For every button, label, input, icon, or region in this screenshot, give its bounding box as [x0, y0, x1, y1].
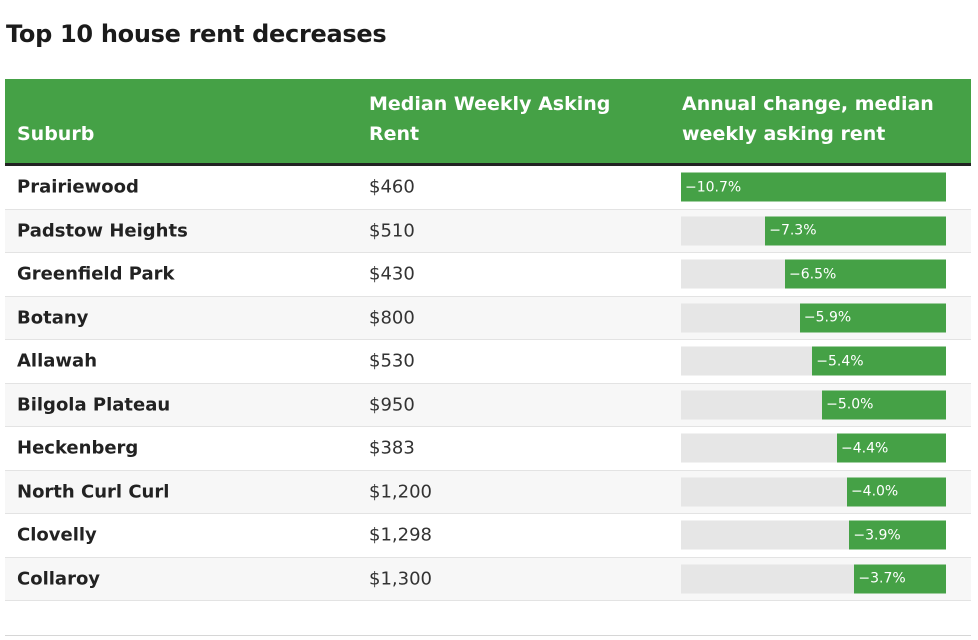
change-label: −4.0% — [850, 483, 899, 500]
change-bar: −10.7% — [681, 172, 946, 202]
change-bar-track: −4.0% — [681, 477, 946, 507]
change-label: −4.4% — [841, 440, 889, 457]
header-suburb: Suburb — [17, 123, 95, 145]
change-label: −7.3% — [769, 222, 817, 239]
change-bar: −4.4% — [837, 433, 946, 463]
change-bar-track: −7.3% — [681, 216, 946, 246]
change-bar: −3.7% — [854, 564, 946, 594]
table-row: Clovelly $1,298 −3.9% — [5, 514, 971, 558]
table-row: Botany $800 −5.9% — [5, 296, 971, 340]
change-bar: −5.4% — [812, 346, 946, 376]
table-row: Greenfield Park $430 −6.5% — [5, 253, 971, 297]
suburb-cell: Prairiewood — [17, 176, 139, 198]
change-bar: −3.9% — [849, 520, 946, 550]
change-bar: −5.9% — [799, 303, 946, 333]
change-bar-track: −5.0% — [681, 390, 946, 420]
suburb-cell: Greenfield Park — [17, 263, 175, 285]
table-row: Collaroy $1,300 −3.7% — [5, 557, 971, 601]
suburb-cell: Heckenberg — [17, 437, 139, 459]
table-row: Padstow Heights $510 −7.3% — [5, 209, 971, 253]
change-label: −6.5% — [789, 266, 837, 283]
suburb-cell: Bilgola Plateau — [17, 394, 171, 416]
rent-cell: $460 — [369, 176, 415, 198]
suburb-cell: Padstow Heights — [17, 220, 188, 242]
rent-table: Suburb Median Weekly Asking Rent Annual … — [5, 79, 971, 601]
rent-cell: $1,298 — [369, 524, 432, 546]
change-bar-track: −10.7% — [681, 172, 946, 202]
change-label: −5.4% — [816, 353, 864, 370]
rent-cell: $510 — [369, 220, 415, 242]
change-label: −10.7% — [685, 179, 742, 196]
table-row: North Curl Curl $1,200 −4.0% — [5, 470, 971, 514]
table-row: Allawah $530 −5.4% — [5, 340, 971, 384]
header-change: Annual change, median weekly asking rent — [682, 93, 934, 145]
suburb-cell: North Curl Curl — [17, 481, 170, 503]
table-header: Suburb Median Weekly Asking Rent Annual … — [5, 79, 971, 166]
table-row: Bilgola Plateau $950 −5.0% — [5, 383, 971, 427]
rent-cell: $530 — [369, 350, 415, 372]
rent-cell: $950 — [369, 394, 415, 416]
rent-cell: $430 — [369, 263, 415, 285]
change-label: −3.7% — [858, 570, 906, 587]
suburb-cell: Collaroy — [17, 568, 101, 590]
rent-cell: $800 — [369, 307, 415, 329]
rent-cell: $383 — [369, 437, 415, 459]
table-row: Prairiewood $460 −10.7% — [5, 166, 971, 210]
change-bar-track: −5.9% — [681, 303, 946, 333]
table-row: Heckenberg $383 −4.4% — [5, 427, 971, 471]
change-label: −5.9% — [803, 309, 852, 326]
change-bar: −5.0% — [822, 390, 946, 420]
change-bar-track: −6.5% — [681, 259, 946, 289]
suburb-cell: Allawah — [17, 350, 98, 372]
chart-title: Top 10 house rent decreases — [6, 20, 387, 48]
change-bar-track: −3.9% — [681, 520, 946, 550]
change-bar: −4.0% — [846, 477, 946, 507]
bottom-divider — [5, 635, 971, 636]
change-label: −3.9% — [853, 527, 901, 544]
table-body: Prairiewood $460 −10.7% Padstow Heights $510… — [5, 166, 971, 601]
change-bar: −7.3% — [765, 216, 946, 246]
change-bar: −6.5% — [785, 259, 946, 289]
change-bar-track: −4.4% — [681, 433, 946, 463]
suburb-cell: Clovelly — [17, 524, 97, 546]
rent-cell: $1,200 — [369, 481, 432, 503]
suburb-cell: Botany — [17, 307, 89, 329]
change-bar-track: −5.4% — [681, 346, 946, 376]
header-rent: Median Weekly Asking Rent — [369, 93, 611, 145]
change-bar-track: −3.7% — [681, 564, 946, 594]
change-label: −5.0% — [826, 396, 874, 413]
rent-cell: $1,300 — [369, 568, 432, 590]
